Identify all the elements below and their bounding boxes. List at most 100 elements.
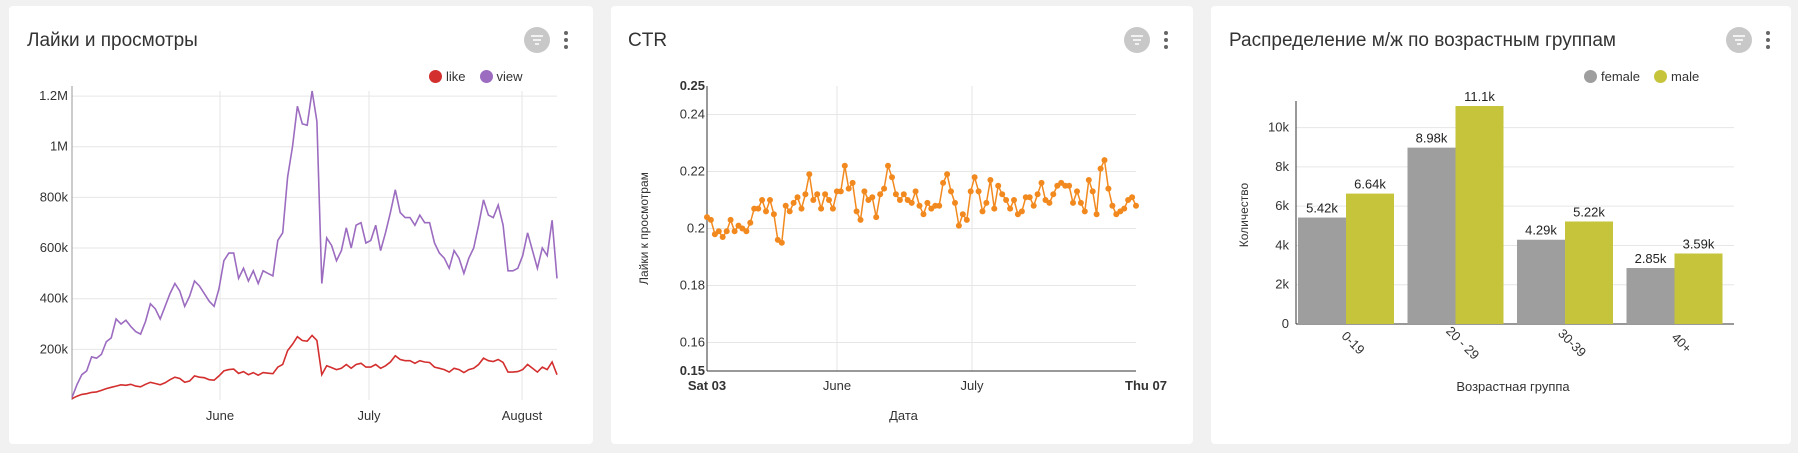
filter-icon[interactable] (524, 27, 550, 53)
data-point (849, 179, 856, 186)
x-tick-label: 40+ (1669, 330, 1695, 356)
data-point (952, 199, 958, 206)
y-tick-label: 400k (40, 291, 69, 306)
y-tick-label: 6k (1275, 198, 1289, 213)
data-point (1133, 202, 1139, 209)
bar-male (1565, 221, 1613, 324)
data-point (798, 205, 805, 212)
data-point (845, 185, 852, 192)
data-point (1097, 165, 1104, 172)
legend-item-male[interactable]: male (1654, 69, 1699, 84)
data-point (885, 162, 891, 169)
data-point (778, 239, 785, 246)
data-point (826, 197, 832, 203)
data-point (822, 191, 829, 198)
data-point (1030, 202, 1037, 209)
ctr-chart: 0.15 0.16 0.18 0.2 0.22 0.24 0.25 Sat 03 June Jul… (637, 78, 1167, 423)
likes-views-chart: 200k 400k 600k 800k 1M 1.2M June July August (39, 86, 558, 423)
data-point (912, 188, 919, 195)
data-point (948, 188, 954, 195)
data-point (892, 191, 899, 198)
data-point (747, 219, 754, 226)
y-tick-label: 0.16 (680, 335, 705, 350)
y-axis-title: Количество (1237, 182, 1251, 247)
likes-views-panel: Лайки и просмотры like view 200k 400k 600k… (9, 6, 593, 444)
data-point (1007, 205, 1014, 212)
bar-value-label: 4.29k (1525, 223, 1557, 238)
filter-icon[interactable] (1726, 27, 1752, 53)
panel-title: Лайки и просмотры (27, 30, 198, 51)
data-point (1038, 179, 1045, 186)
data-point (869, 194, 876, 201)
bar-female (1298, 217, 1346, 324)
data-point (782, 202, 789, 209)
legend-item-view[interactable]: view (479, 69, 523, 84)
data-point (900, 191, 907, 198)
more-menu-icon[interactable] (561, 29, 571, 51)
data-point (1089, 188, 1096, 195)
age-bar-chart: 0 2k 4k 6k 8k 10k 5.42k 6.64k 0-19 8.98k 11.1k 20 -… (1237, 89, 1734, 394)
legend-label: female (1601, 69, 1641, 84)
data-point (1109, 202, 1116, 209)
data-point (1018, 208, 1025, 215)
data-point (975, 188, 982, 195)
x-tick-label: July (357, 408, 381, 423)
x-tick-label: Thu 07 (1125, 378, 1167, 393)
data-point (959, 211, 966, 218)
data-point (1101, 157, 1108, 164)
data-point (1050, 191, 1057, 198)
data-point (1074, 188, 1080, 195)
legend-item-female[interactable]: female (1584, 69, 1640, 84)
data-point (1121, 205, 1128, 212)
data-point (841, 162, 848, 169)
data-point (881, 185, 888, 192)
data-point (837, 188, 844, 195)
y-tick-label: 200k (40, 341, 69, 356)
data-point (806, 171, 813, 178)
data-point (1034, 191, 1041, 198)
filter-icon[interactable] (1124, 27, 1150, 53)
bar-male (1455, 106, 1504, 324)
data-point (936, 202, 943, 209)
data-point (920, 211, 927, 218)
data-point (1070, 199, 1076, 206)
x-tick-label: 30-39 (1555, 326, 1589, 360)
data-point (987, 177, 994, 183)
x-axis-title: Возрастная группа (1456, 379, 1570, 394)
age-distribution-panel: Распределение м/ж по возрастным группам … (1211, 6, 1791, 444)
y-tick-label: 800k (40, 189, 69, 204)
data-point (1011, 197, 1017, 203)
data-point (995, 182, 1002, 189)
y-axis-title: Лайки к просмотрам (637, 172, 651, 285)
y-tick-label: 0.22 (680, 164, 705, 179)
data-point (896, 197, 903, 203)
data-point (940, 179, 947, 186)
data-point (1077, 199, 1084, 206)
data-point (955, 222, 962, 229)
data-point (759, 197, 766, 203)
data-point (967, 188, 974, 195)
more-menu-icon[interactable] (1161, 29, 1171, 51)
data-point (707, 216, 714, 223)
y-tick-label: 2k (1275, 277, 1289, 292)
data-point (861, 188, 868, 195)
bar-value-label: 5.22k (1573, 204, 1605, 219)
more-menu-icon[interactable] (1763, 29, 1773, 51)
data-point (1003, 197, 1010, 203)
data-point (814, 191, 821, 198)
data-point (889, 174, 895, 181)
data-point (944, 171, 951, 178)
data-point (786, 208, 793, 215)
male-swatch-icon (1654, 70, 1668, 83)
legend-item-like[interactable]: like (429, 69, 466, 84)
bar-male (1674, 253, 1723, 324)
data-point (916, 202, 923, 209)
bar-value-label: 8.98k (1416, 131, 1448, 146)
bar-value-label: 3.59k (1683, 236, 1715, 251)
data-point (1081, 208, 1088, 215)
y-tick-label: 0.24 (680, 107, 705, 122)
data-point (790, 199, 797, 206)
bar-female (1407, 147, 1456, 324)
like-swatch-icon (429, 70, 442, 83)
y-tick-label: 1M (50, 139, 68, 154)
